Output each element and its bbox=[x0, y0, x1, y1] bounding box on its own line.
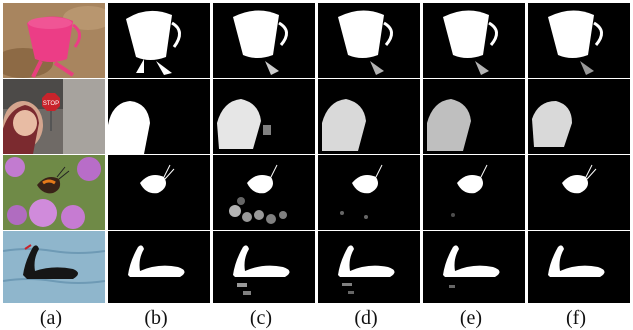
caption-d: (d) bbox=[354, 307, 378, 329]
caption-a: (a) bbox=[39, 307, 63, 329]
row2-mask-b bbox=[108, 79, 210, 154]
butterfly-photo bbox=[3, 155, 105, 230]
stop-sign-text: STOP bbox=[43, 101, 59, 107]
row3-mask-e bbox=[423, 155, 525, 230]
bucket-photo bbox=[3, 3, 105, 78]
row2-mask-c bbox=[213, 79, 315, 154]
row1-mask-c bbox=[213, 3, 315, 78]
child-photo: STOP bbox=[3, 79, 105, 154]
row4-mask-b bbox=[108, 231, 210, 303]
row3-mask-d bbox=[318, 155, 420, 230]
row4-mask-f bbox=[528, 231, 630, 303]
caption-e: (e) bbox=[459, 307, 483, 329]
row3-mask-b bbox=[108, 155, 210, 230]
row1-mask-f bbox=[528, 3, 630, 78]
row1-mask-e bbox=[423, 3, 525, 78]
caption-b: (b) bbox=[144, 307, 168, 329]
row4-mask-c bbox=[213, 231, 315, 303]
row3-mask-f bbox=[528, 155, 630, 230]
row1-mask-d bbox=[318, 3, 420, 78]
row4-mask-d bbox=[318, 231, 420, 303]
caption-c: (c) bbox=[249, 307, 273, 329]
image-grid: STOP bbox=[3, 3, 630, 303]
row1-input-photo bbox=[3, 3, 105, 78]
row3-input-photo bbox=[3, 155, 105, 230]
row4-input-photo bbox=[3, 231, 105, 303]
swan-photo bbox=[3, 231, 105, 303]
row2-mask-f bbox=[528, 79, 630, 154]
row2-mask-d bbox=[318, 79, 420, 154]
row1-mask-b bbox=[108, 3, 210, 78]
row3-mask-c bbox=[213, 155, 315, 230]
row2-mask-e bbox=[423, 79, 525, 154]
row4-mask-e bbox=[423, 231, 525, 303]
row2-input-photo: STOP bbox=[3, 79, 105, 154]
caption-f: (f) bbox=[566, 307, 586, 329]
